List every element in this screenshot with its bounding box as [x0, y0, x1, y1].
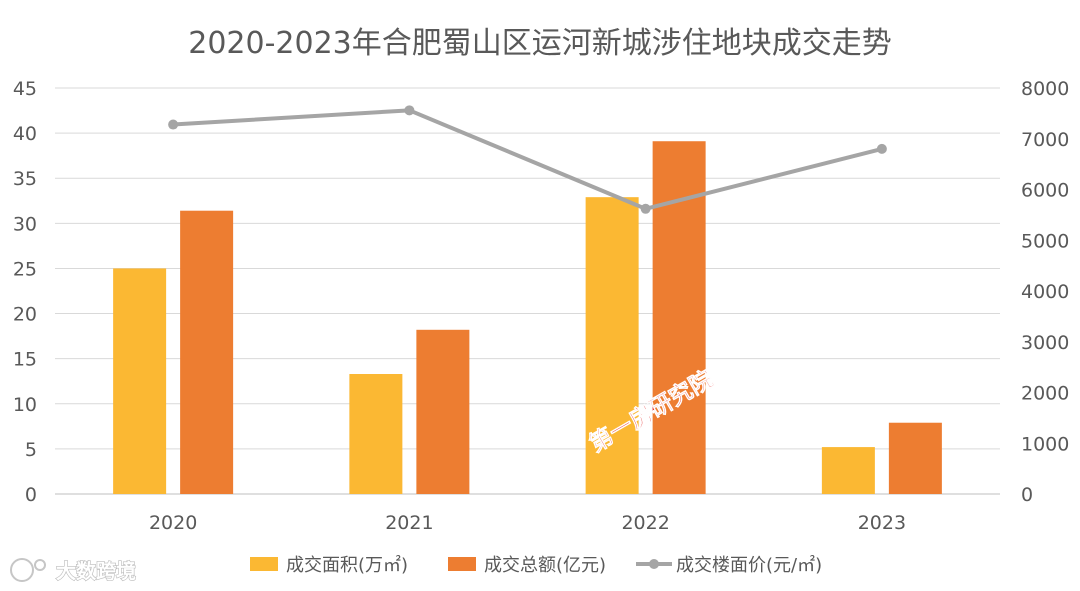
- bar-area-2023: [821, 447, 875, 494]
- right-tick-label: 7000: [1021, 129, 1069, 151]
- price-point: [168, 119, 179, 130]
- price-point: [640, 203, 651, 214]
- left-tick-label: 0: [25, 484, 37, 506]
- bar-series: [113, 141, 942, 495]
- right-tick-label: 8000: [1021, 78, 1069, 100]
- left-axis: 0 5 10 15 20 25 30 35 40 45: [13, 78, 37, 506]
- brand-text: 大数跨境: [56, 559, 136, 583]
- left-tick-label: 40: [13, 123, 37, 145]
- bar-amount-2021: [416, 329, 470, 494]
- legend: 成交面积(万㎡) 成交总额(亿元) 成交楼面价(元/㎡): [250, 554, 822, 576]
- left-tick-label: 15: [13, 349, 37, 371]
- left-tick-label: 20: [13, 304, 37, 326]
- bar-area-2022: [585, 197, 639, 494]
- x-tick-label: 2021: [385, 512, 433, 534]
- right-tick-label: 3000: [1021, 332, 1069, 354]
- x-tick-label: 2023: [858, 512, 906, 534]
- right-tick-label: 0: [1021, 484, 1033, 506]
- bar-amount-2023: [888, 422, 942, 494]
- bar-area-2020: [113, 268, 167, 494]
- bar-area-2021: [349, 374, 403, 494]
- right-tick-label: 1000: [1021, 433, 1069, 455]
- price-point: [876, 143, 887, 154]
- legend-swatch: [448, 557, 476, 571]
- right-axis: 0 1000 2000 3000 4000 5000 6000 7000 8000: [1021, 78, 1069, 506]
- legend-swatch-marker: [649, 559, 659, 569]
- left-tick-label: 5: [25, 439, 37, 461]
- legend-label: 成交总额(亿元): [484, 555, 606, 576]
- category-axis: 2020 2021 2022 2023: [149, 512, 906, 534]
- right-tick-label: 6000: [1021, 180, 1069, 202]
- left-tick-label: 25: [13, 258, 37, 280]
- legend-label: 成交面积(万㎡): [286, 554, 408, 576]
- bar-amount-2020: [180, 210, 234, 495]
- right-tick-label: 5000: [1021, 230, 1069, 252]
- legend-label: 成交楼面价(元/㎡): [676, 554, 822, 576]
- line-series: [168, 105, 887, 214]
- left-tick-label: 30: [13, 213, 37, 235]
- right-tick-label: 2000: [1021, 383, 1069, 405]
- left-tick-label: 35: [13, 168, 37, 190]
- price-point: [404, 105, 415, 116]
- x-tick-label: 2022: [621, 512, 669, 534]
- left-tick-label: 10: [13, 394, 37, 416]
- brand: 大数跨境: [10, 558, 137, 584]
- legend-swatch: [250, 557, 278, 571]
- left-tick-label: 45: [13, 78, 37, 100]
- right-tick-label: 4000: [1021, 281, 1069, 303]
- price-line: [173, 108, 883, 211]
- brand-logo-icon: [10, 558, 46, 582]
- chart-title: 2020-2023年合肥蜀山区运河新城涉住地块成交走势: [188, 26, 892, 61]
- x-tick-label: 2020: [149, 512, 197, 534]
